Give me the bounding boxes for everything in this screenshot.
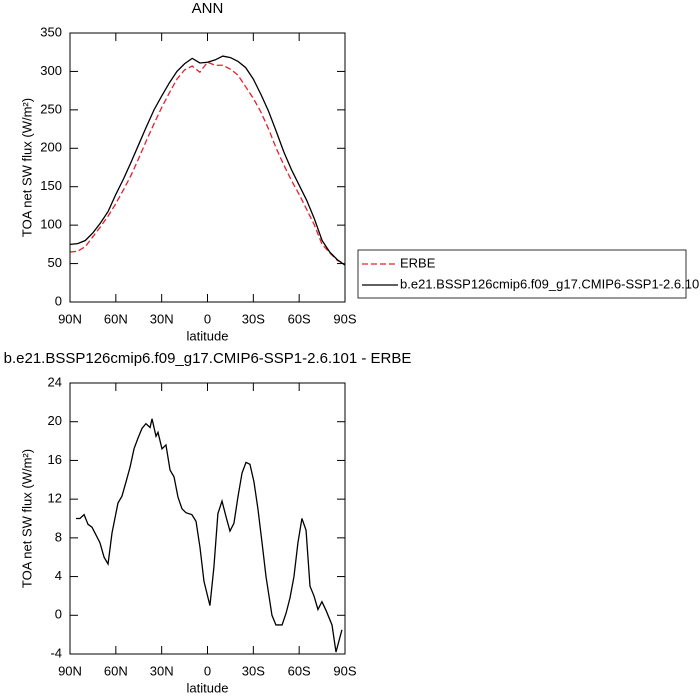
x-tick-label: 0 xyxy=(204,663,211,678)
y-tick-label: 16 xyxy=(48,452,62,467)
x-tick-label: 0 xyxy=(204,311,211,326)
x-tick-label: 60N xyxy=(104,311,128,326)
y-tick-label: 4 xyxy=(55,568,62,583)
legend-label: b.e21.BSSP126cmip6.f09_g17.CMIP6-SSP1-2.… xyxy=(400,276,700,291)
x-tick-label: 60S xyxy=(288,311,311,326)
x-tick-label: 30S xyxy=(242,311,265,326)
y-axis-label: TOA net SW flux (W/m²) xyxy=(19,449,34,588)
x-tick-label: 90N xyxy=(58,663,82,678)
chart-title: b.e21.BSSP126cmip6.f09_g17.CMIP6-SSP1-2.… xyxy=(4,350,412,367)
x-tick-label: 90S xyxy=(333,311,356,326)
x-tick-label: 30S xyxy=(242,663,265,678)
x-tick-label: 30N xyxy=(150,663,174,678)
y-tick-label: 300 xyxy=(40,63,62,78)
legend-box xyxy=(357,249,687,299)
y-tick-label: 200 xyxy=(40,140,62,155)
x-axis-label: latitude xyxy=(187,680,229,695)
y-tick-label: 350 xyxy=(40,24,62,39)
y-tick-label: 50 xyxy=(48,255,62,270)
y-axis-label: TOA net SW flux (W/m²) xyxy=(19,98,34,237)
chart-title: ANN xyxy=(192,0,224,17)
y-tick-label: 24 xyxy=(48,374,62,389)
x-tick-label: 90N xyxy=(58,311,82,326)
y-tick-label: 0 xyxy=(55,293,62,308)
data-line xyxy=(69,61,346,265)
data-line xyxy=(75,418,343,653)
legend-label: ERBE xyxy=(400,255,436,270)
x-tick-label: 60N xyxy=(104,663,128,678)
y-tick-label: -4 xyxy=(50,645,62,660)
y-tick-label: 12 xyxy=(48,491,62,506)
x-tick-label: 30N xyxy=(150,311,174,326)
x-tick-label: 90S xyxy=(333,663,356,678)
plot-frame xyxy=(69,32,346,303)
y-tick-label: 20 xyxy=(48,413,62,428)
x-axis-label: latitude xyxy=(187,328,229,343)
plot-frame xyxy=(69,382,346,655)
y-tick-label: 0 xyxy=(55,607,62,622)
y-tick-label: 8 xyxy=(55,529,62,544)
y-tick-label: 100 xyxy=(40,217,62,232)
y-tick-label: 250 xyxy=(40,101,62,116)
x-tick-label: 60S xyxy=(288,663,311,678)
y-tick-label: 150 xyxy=(40,178,62,193)
data-line xyxy=(69,55,346,266)
